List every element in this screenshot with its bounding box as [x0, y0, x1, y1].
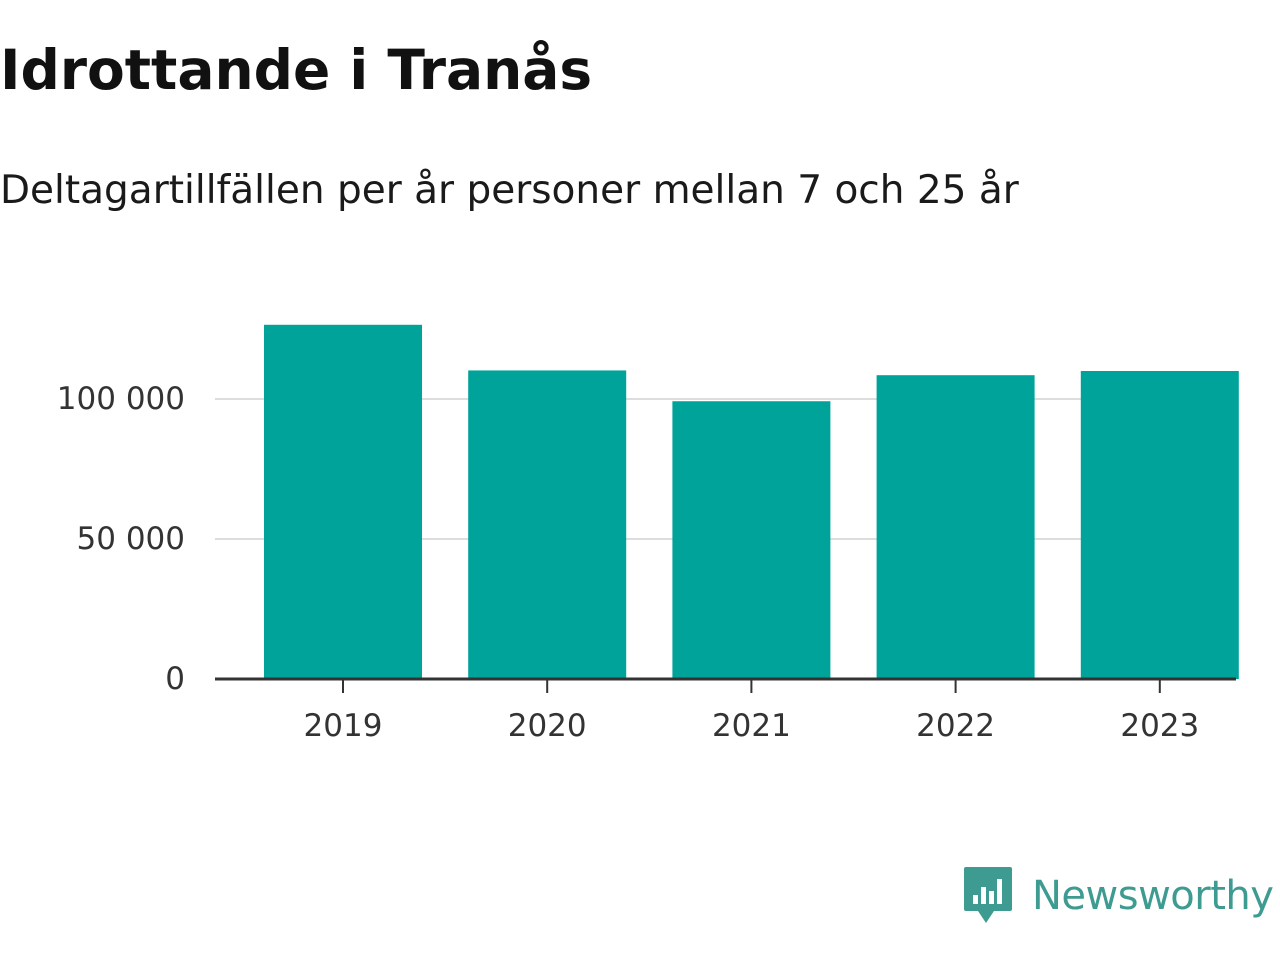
- brand-logo: Newsworthy: [962, 864, 1274, 928]
- x-tick-label-2021: 2021: [712, 708, 791, 744]
- bars: [264, 324, 1239, 679]
- y-tick-label-1: 50 000: [77, 521, 185, 557]
- y-tick-label-2: 100 000: [57, 381, 185, 417]
- x-tick-label-2023: 2023: [1120, 708, 1199, 744]
- chart-title: Idrottande i Tranås: [0, 38, 593, 102]
- bar-2023: [1080, 371, 1239, 679]
- bar-2020: [468, 370, 627, 679]
- chart-subtitle: Deltagartillfällen per år personer mella…: [0, 168, 1019, 213]
- newsworthy-logo-icon: [964, 867, 1012, 923]
- brand-name: Newsworthy: [1032, 873, 1274, 919]
- bar-2019: [264, 324, 422, 679]
- x-tick-label-2020: 2020: [508, 708, 587, 744]
- x-tick-label-2022: 2022: [916, 708, 995, 744]
- bar-2021: [672, 401, 831, 679]
- y-tick-label-0: 0: [165, 661, 185, 697]
- tick-labels: 0 50 000 100 000 2019 2020 2021 2022 2023: [57, 381, 1199, 744]
- axes: [215, 677, 1236, 693]
- bar-2022: [876, 375, 1035, 679]
- bar-chart: 0 50 000 100 000 2019 2020 2021 2022 2023: [57, 324, 1239, 744]
- x-tick-label-2019: 2019: [304, 708, 383, 744]
